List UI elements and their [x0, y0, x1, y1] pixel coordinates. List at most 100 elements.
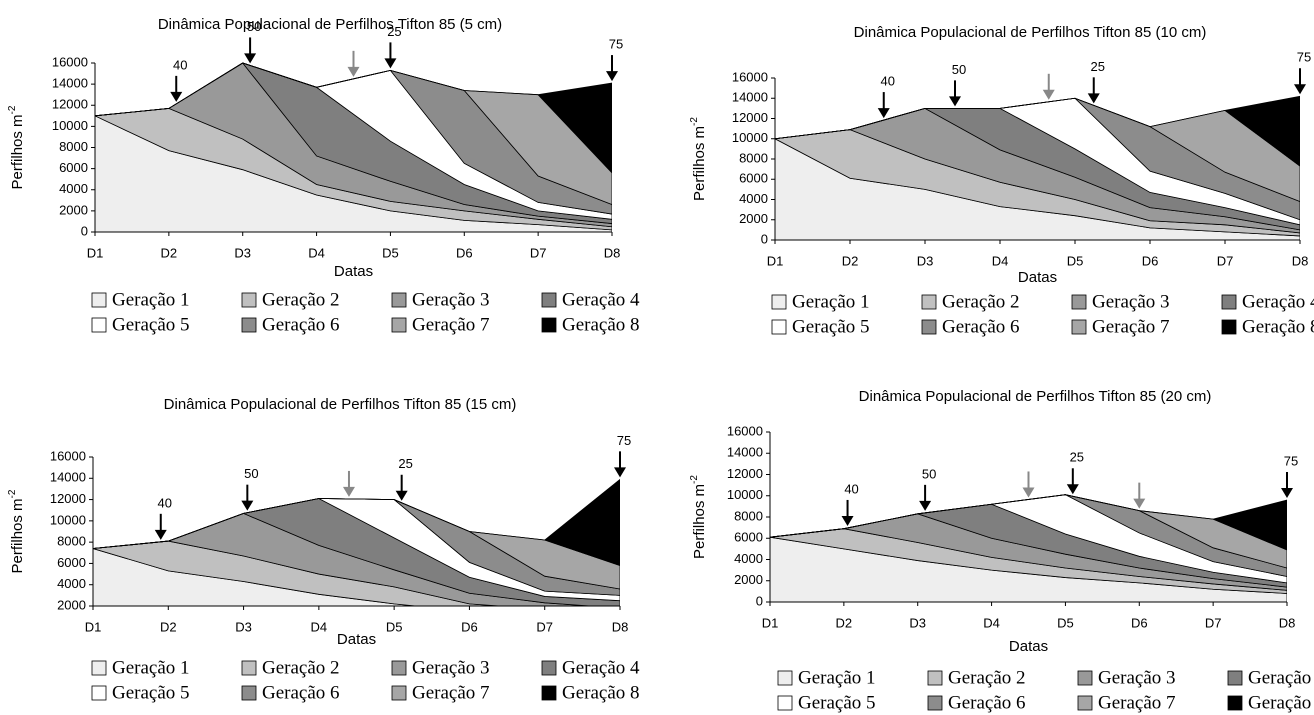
legend-label: Geração 1: [792, 291, 870, 312]
legend-label: Geração 5: [798, 692, 876, 713]
legend-swatch: [921, 294, 937, 310]
legend-label: Geração 8: [562, 682, 640, 703]
x-tick-label: D6: [461, 619, 478, 634]
y-tick-label: 12000: [52, 97, 88, 112]
legend-swatch: [927, 670, 943, 686]
arrow-head: [342, 486, 355, 497]
legend-swatch: [1227, 695, 1243, 711]
y-tick-label: 10000: [732, 130, 768, 145]
arrow-head: [919, 500, 932, 511]
legend-label: Geração 1: [798, 667, 876, 688]
legend-label: Geração 7: [412, 682, 490, 703]
annotation-label: 50: [244, 466, 258, 481]
areas: [775, 95, 1300, 240]
y-label-main: Perfilhos m: [9, 498, 26, 573]
legend-swatch: [1071, 319, 1087, 335]
legend-swatch: [777, 695, 793, 711]
annotation-label: 25: [387, 24, 401, 39]
x-tick-label: D8: [612, 619, 629, 634]
y-tick-label: 8000: [59, 139, 88, 154]
y-label-main: Perfilhos m: [691, 484, 708, 559]
y-tick-label: 14000: [50, 470, 86, 485]
legend-swatch: [241, 660, 257, 676]
y-axis-label: Perfilhos m-2: [689, 117, 708, 201]
y-tick-label: 2000: [734, 572, 763, 587]
legend-label: Geração 7: [1092, 316, 1170, 337]
annotation-label: 75: [1284, 453, 1298, 468]
arrow-head: [1294, 84, 1306, 95]
legend-label: Geração 7: [412, 314, 490, 335]
area: [95, 62, 612, 174]
legend-swatch: [391, 660, 407, 676]
y-tick-label: 2000: [739, 211, 768, 226]
arrow-head: [606, 71, 618, 82]
legend-label: Geração 6: [262, 314, 340, 335]
y-tick-label: 0: [756, 593, 763, 608]
legend-swatch: [1221, 294, 1237, 310]
x-tick-label: D1: [85, 619, 102, 634]
legend-swatch: [1071, 294, 1087, 310]
area: [775, 95, 1300, 167]
chart-panel: Dinâmica Populacional de Perfilhos Tifto…: [689, 24, 1314, 337]
chart-panel: Dinâmica Populacional de Perfilhos Tifto…: [7, 16, 640, 335]
legend-swatch: [921, 319, 937, 335]
legend-swatch: [541, 685, 557, 701]
legend-label: Geração 8: [562, 314, 640, 335]
y-tick-label: 4000: [739, 191, 768, 206]
legend-swatch: [541, 317, 557, 333]
chart-panel: Dinâmica Populacional de Perfilhos Tifto…: [689, 388, 1314, 713]
legend-label: Geração 7: [1098, 692, 1176, 713]
chart-title: Dinâmica Populacional de Perfilhos Tifto…: [859, 388, 1212, 405]
legend-swatch: [241, 317, 257, 333]
y-tick-label: 0: [81, 223, 88, 238]
legend-swatch: [91, 292, 107, 308]
chart-title: Dinâmica Populacional de Perfilhos Tifto…: [158, 16, 502, 33]
y-label-sup: -2: [689, 117, 700, 126]
y-label-main: Perfilhos m: [691, 126, 708, 201]
legend-label: Geração 4: [562, 289, 640, 310]
y-axis-label: Perfilhos m-2: [7, 105, 26, 189]
annotation-label: 25: [1070, 450, 1084, 465]
x-tick-label: D7: [1217, 253, 1234, 268]
y-tick-label: 8000: [734, 508, 763, 523]
legend-swatch: [91, 685, 107, 701]
legend-swatch: [91, 660, 107, 676]
legend-swatch: [1227, 670, 1243, 686]
annotation-label: 50: [247, 19, 261, 34]
arrow-head: [1066, 484, 1079, 495]
x-tick-label: D3: [909, 615, 926, 630]
legend-label: Geração 5: [792, 316, 870, 337]
legend-swatch: [771, 319, 787, 335]
x-tick-label: D3: [917, 253, 934, 268]
x-tick-label: D5: [386, 619, 403, 634]
x-tick-label: D2: [160, 619, 177, 634]
legend-label: Geração 5: [112, 314, 190, 335]
x-axis-label: Datas: [334, 263, 373, 280]
x-tick-label: D6: [456, 245, 473, 260]
y-tick-label: 6000: [739, 171, 768, 186]
legend-swatch: [391, 292, 407, 308]
x-tick-label: D4: [311, 619, 328, 634]
arrow-head: [384, 58, 397, 69]
y-tick-label: 4000: [59, 181, 88, 196]
arrow-head: [244, 53, 257, 64]
y-tick-label: 8000: [57, 534, 86, 549]
arrow-head: [841, 515, 854, 526]
annotation-label: 25: [398, 456, 412, 471]
arrow-head: [170, 91, 183, 102]
areas: [93, 478, 620, 606]
x-tick-label: D5: [1057, 615, 1074, 630]
legend-label: Geração 2: [262, 657, 340, 678]
area: [93, 478, 620, 566]
y-tick-label: 10000: [52, 118, 88, 133]
x-tick-label: D2: [836, 615, 853, 630]
x-tick-label: D1: [762, 615, 779, 630]
arrow-head: [154, 529, 167, 540]
y-tick-label: 6000: [734, 530, 763, 545]
x-tick-label: D4: [308, 245, 325, 260]
legend-swatch: [541, 660, 557, 676]
legend-label: Geração 6: [262, 682, 340, 703]
arrow-head: [614, 467, 626, 478]
legend-swatch: [771, 294, 787, 310]
